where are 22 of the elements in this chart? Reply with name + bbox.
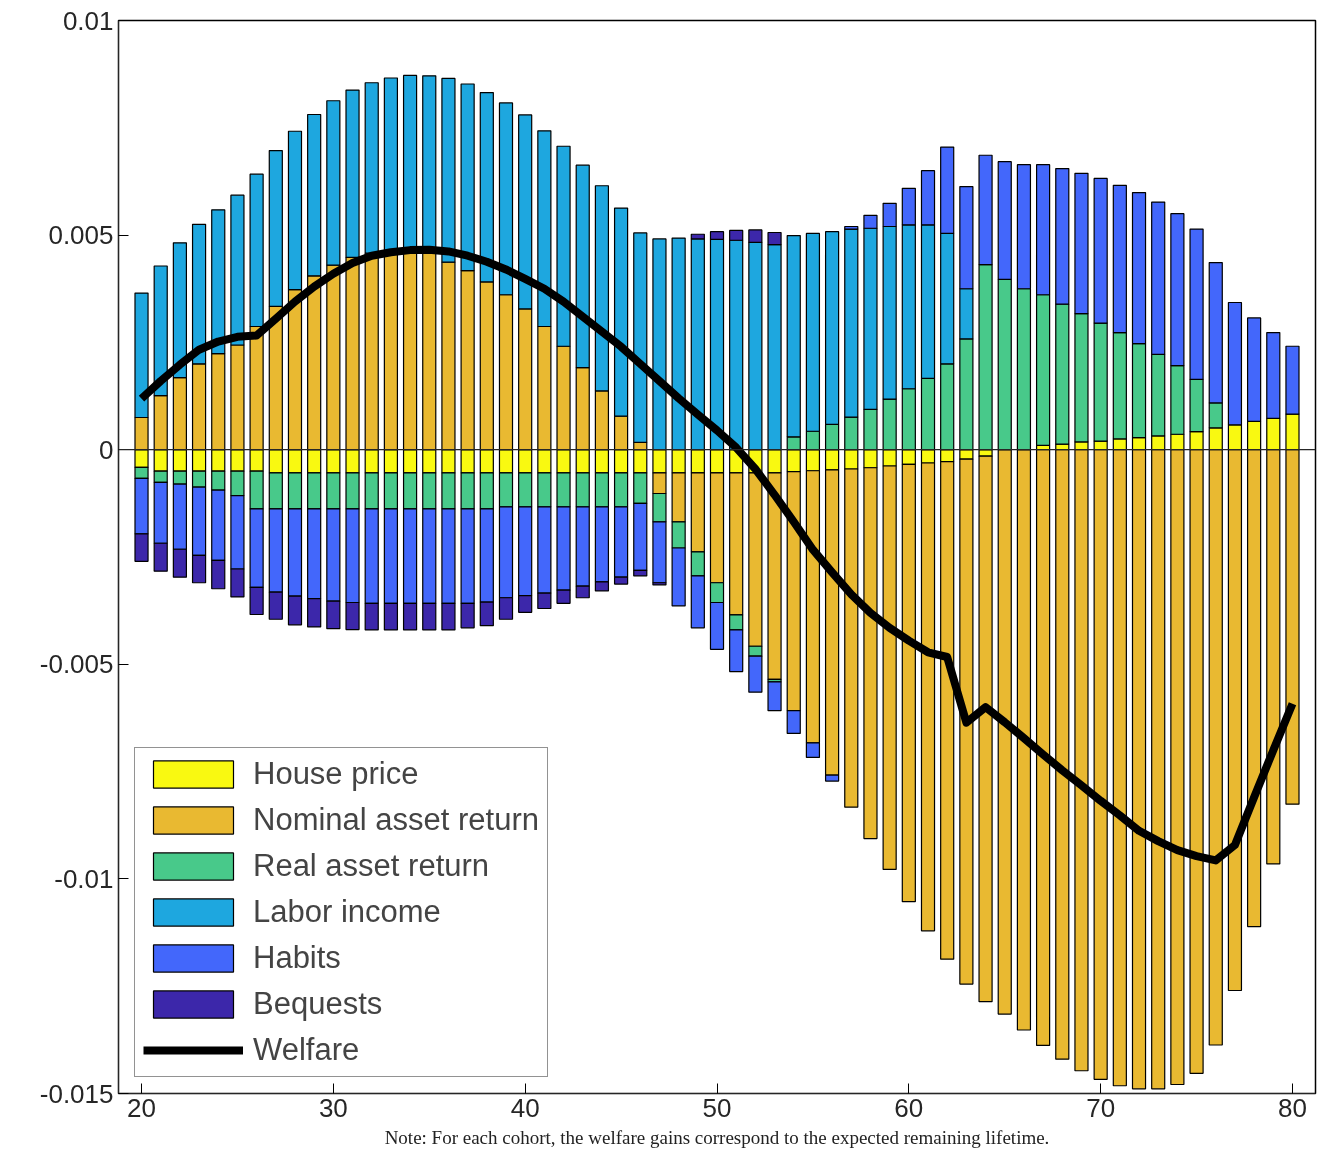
legend-label: Habits [253,940,341,976]
y-tick-label: 0.01 [62,5,114,36]
x-tick-label: 70 [1086,1092,1116,1123]
bar [767,681,782,712]
legend-label: Labor income [253,894,441,930]
y-tick-label: -0.015 [39,1078,114,1109]
y-tick-label: -0.005 [39,649,114,680]
x-tick-label: 80 [1278,1092,1307,1123]
x-tick-label: 50 [702,1092,732,1123]
x-tick-label: 20 [127,1092,156,1123]
x-tick-label: 60 [894,1092,924,1123]
legend-label: Bequests [253,986,383,1022]
legend-label: Nominal asset return [253,802,540,838]
legend-label: House price [253,756,419,792]
legend-label: Welfare [253,1032,360,1068]
legend-label: Real asset return [253,848,490,884]
text: Note: For each cohort, the welfare gains correspond to the expected remaining lifetime. [384,1126,1050,1148]
x-tick-label: 40 [510,1092,540,1123]
x-tick-label: 30 [318,1092,348,1123]
y-tick-label: 0.005 [48,220,114,251]
y-tick-label: 0 [99,434,114,465]
y-tick-label: -0.01 [54,863,114,894]
